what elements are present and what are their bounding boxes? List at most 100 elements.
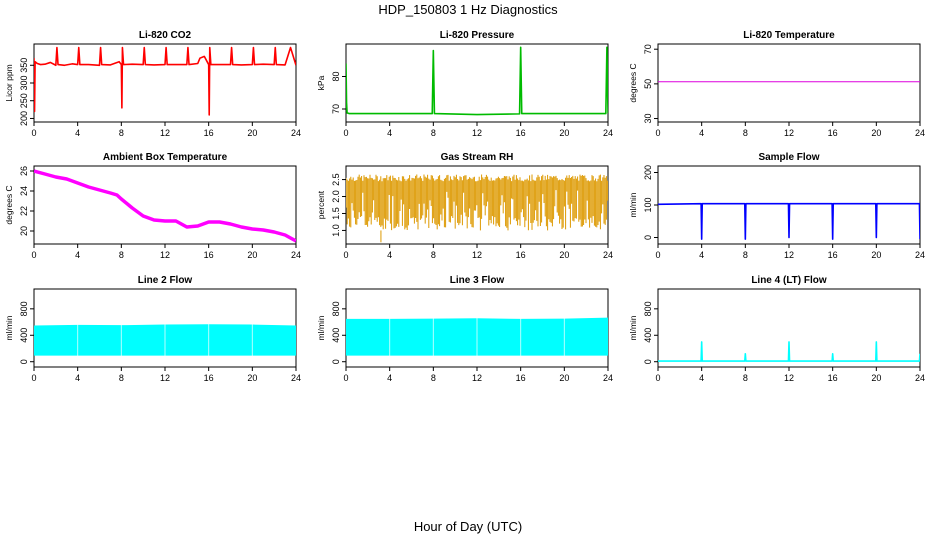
y-tick-label: 350 [19, 58, 29, 73]
x-tick-label: 16 [204, 128, 214, 138]
x-tick-label: 0 [343, 250, 348, 260]
series-sample-flow [658, 202, 920, 240]
x-tick-label: 0 [343, 373, 348, 383]
y-tick-label: 30 [643, 114, 653, 124]
x-tick-label: 12 [784, 128, 794, 138]
series-line-4-lt-flow [658, 341, 920, 362]
x-tick-label: 4 [387, 250, 392, 260]
x-tick-label: 8 [743, 373, 748, 383]
plot-frame [33, 165, 297, 245]
x-tick-label: 8 [431, 373, 436, 383]
x-tick-label: 20 [559, 373, 569, 383]
x-tick-label: 4 [699, 128, 704, 138]
x-tick-label: 20 [247, 373, 257, 383]
figure-x-axis-label: Hour of Day (UTC) [414, 519, 522, 534]
x-tick-label: 16 [204, 250, 214, 260]
x-tick-label: 8 [743, 128, 748, 138]
x-tick-label: 20 [871, 373, 881, 383]
y-axis-label: kPa [316, 75, 326, 90]
y-tick-label: 100 [643, 197, 653, 212]
panel-line-3-flow: Line 3 Flow ml/min 0 4 8 12 16 20 24 0 400 800 [316, 275, 613, 383]
x-tick-label: 8 [119, 128, 124, 138]
x-tick-label: 0 [655, 250, 660, 260]
x-tick-label: 20 [559, 128, 569, 138]
panel-li-820-temperature: Li-820 Temperature degrees C 0 4 8 12 16 20 24 30… [628, 30, 925, 138]
x-tick-label: 16 [828, 373, 838, 383]
y-tick-label: 2.5 [331, 173, 341, 186]
x-tick-label: 4 [75, 250, 80, 260]
y-axis-label: ml/min [628, 315, 638, 340]
x-tick-label: 20 [247, 250, 257, 260]
x-tick-label: 0 [31, 373, 36, 383]
x-tick-label: 0 [655, 128, 660, 138]
panel-line-2-flow: Line 2 Flow ml/min 0 4 8 12 16 20 24 0 400 800 [4, 275, 301, 383]
x-tick-label: 4 [75, 373, 80, 383]
panel-title: Li-820 Temperature [743, 30, 835, 41]
panel-title: Sample Flow [758, 152, 819, 163]
series-line-3-flow [346, 315, 608, 358]
x-tick-label: 12 [160, 128, 170, 138]
y-axis-label: ml/min [4, 315, 14, 340]
panel-title: Li-820 CO2 [139, 30, 192, 41]
y-tick-label: 0 [331, 359, 341, 364]
y-tick-label: 22 [19, 206, 29, 216]
data-line [34, 169, 296, 243]
x-tick-label: 4 [387, 373, 392, 383]
y-tick-label: 80 [331, 71, 341, 81]
data-line [34, 46, 296, 116]
y-tick-label: 2.0 [331, 190, 341, 203]
panel-title: Line 2 Flow [138, 275, 193, 286]
x-tick-label: 12 [472, 128, 482, 138]
y-tick-label: 300 [19, 75, 29, 90]
x-tick-label: 20 [871, 128, 881, 138]
y-tick-label: 26 [19, 166, 29, 176]
panel-title: Ambient Box Temperature [103, 152, 228, 163]
data-line [658, 202, 920, 240]
y-tick-label: 200 [643, 165, 653, 180]
x-tick-label: 12 [160, 250, 170, 260]
x-tick-label: 4 [387, 128, 392, 138]
y-tick-label: 200 [19, 111, 29, 126]
x-tick-label: 20 [247, 128, 257, 138]
x-tick-label: 8 [431, 128, 436, 138]
x-tick-label: 24 [603, 250, 613, 260]
y-tick-label: 0 [643, 235, 653, 240]
y-tick-label: 0 [643, 359, 653, 364]
x-tick-label: 16 [204, 373, 214, 383]
panel-line-4-lt-flow: Line 4 (LT) Flow ml/min 0 4 8 12 16 20 24 0 400 800 [628, 275, 925, 383]
x-tick-label: 24 [915, 128, 925, 138]
panel-title: Line 3 Flow [450, 275, 505, 286]
x-tick-label: 16 [828, 250, 838, 260]
data-line [346, 46, 608, 116]
y-axis-label: percent [316, 190, 326, 219]
y-axis-label: degrees C [4, 185, 14, 224]
x-tick-label: 24 [603, 128, 613, 138]
x-tick-label: 8 [119, 373, 124, 383]
x-tick-label: 24 [915, 373, 925, 383]
y-tick-label: 800 [643, 301, 653, 316]
y-axis-label: degrees C [628, 63, 638, 102]
x-tick-label: 0 [655, 373, 660, 383]
x-tick-label: 0 [31, 250, 36, 260]
rh-trace [346, 174, 608, 231]
panel-sample-flow: Sample Flow ml/min 0 4 8 12 16 20 24 0 100 200 [628, 152, 925, 260]
x-tick-label: 16 [516, 373, 526, 383]
y-tick-label: 1.0 [331, 224, 341, 237]
x-tick-label: 12 [784, 250, 794, 260]
y-tick-label: 24 [19, 186, 29, 196]
plot-frame [345, 43, 609, 123]
x-tick-label: 20 [559, 250, 569, 260]
y-tick-label: 20 [19, 226, 29, 236]
series-line-2-flow [34, 322, 296, 358]
y-tick-label: 400 [331, 328, 341, 343]
x-tick-label: 12 [784, 373, 794, 383]
y-tick-label: 50 [643, 79, 653, 89]
x-tick-label: 12 [160, 373, 170, 383]
y-tick-label: 250 [19, 93, 29, 108]
y-tick-label: 400 [19, 328, 29, 343]
y-tick-label: 800 [331, 301, 341, 316]
panel-li-820-co2: Li-820 CO2 Licor ppm 0 4 8 12 16 20 24 200 250 300 3… [4, 30, 301, 138]
data-line [658, 341, 920, 362]
